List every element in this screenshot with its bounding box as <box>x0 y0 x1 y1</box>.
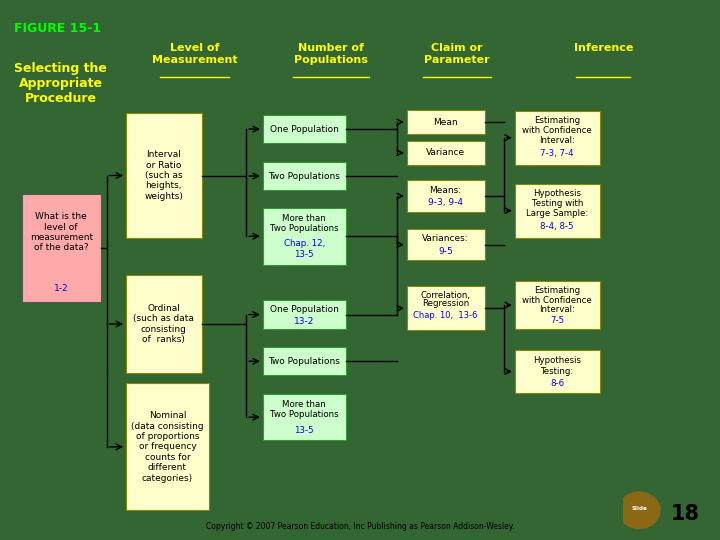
FancyBboxPatch shape <box>515 111 600 165</box>
FancyBboxPatch shape <box>126 113 202 238</box>
Text: Two Populations: Two Populations <box>269 172 340 180</box>
Text: Estimating: Estimating <box>534 286 580 295</box>
Text: 18: 18 <box>671 504 700 524</box>
Text: One Population: One Population <box>270 125 338 133</box>
FancyBboxPatch shape <box>515 184 600 238</box>
Text: 13-2: 13-2 <box>294 318 315 327</box>
Text: Testing:: Testing: <box>541 367 574 376</box>
Text: 13-5: 13-5 <box>294 250 314 259</box>
FancyBboxPatch shape <box>263 208 346 265</box>
Text: Chap. 12,: Chap. 12, <box>284 239 325 247</box>
Text: Level of
Measurement: Level of Measurement <box>152 43 237 65</box>
Text: Number of
Populations: Number of Populations <box>294 43 368 65</box>
FancyBboxPatch shape <box>407 229 485 260</box>
FancyBboxPatch shape <box>263 394 346 440</box>
Text: Two Populations: Two Populations <box>269 357 340 366</box>
FancyBboxPatch shape <box>126 383 209 510</box>
Text: Claim or
Parameter: Claim or Parameter <box>424 43 490 65</box>
Text: Inference: Inference <box>574 43 633 53</box>
Text: Variances:: Variances: <box>423 234 469 244</box>
Text: 13-5: 13-5 <box>294 426 314 435</box>
FancyBboxPatch shape <box>407 180 485 212</box>
Text: Variance: Variance <box>426 148 465 157</box>
Text: More than: More than <box>282 400 326 409</box>
FancyBboxPatch shape <box>407 286 485 330</box>
Text: Interval:: Interval: <box>539 137 575 145</box>
Text: Copyright © 2007 Pearson Education, Inc Publishing as Pearson Addison-Wesley.: Copyright © 2007 Pearson Education, Inc … <box>206 522 514 531</box>
Text: Correlation,: Correlation, <box>420 291 471 300</box>
FancyBboxPatch shape <box>263 115 346 143</box>
Text: with Confidence: with Confidence <box>523 296 592 305</box>
Text: 8-6: 8-6 <box>550 379 564 388</box>
Text: FIGURE 15-1: FIGURE 15-1 <box>14 22 102 35</box>
FancyBboxPatch shape <box>22 194 101 302</box>
Text: Nominal
(data consisting
of proportions
or frequency
counts for
different
catego: Nominal (data consisting of proportions … <box>131 411 204 483</box>
Text: Hypothesis: Hypothesis <box>534 189 581 198</box>
Text: Testing with: Testing with <box>531 199 583 208</box>
Text: Two Populations: Two Populations <box>270 225 338 233</box>
Text: 7-5: 7-5 <box>550 316 564 325</box>
Text: Interval:: Interval: <box>539 306 575 314</box>
Text: Means:: Means: <box>430 186 462 195</box>
Text: Chap. 10,  13-6: Chap. 10, 13-6 <box>413 312 478 320</box>
FancyBboxPatch shape <box>515 281 600 329</box>
Text: 7-3, 7-4: 7-3, 7-4 <box>541 150 574 158</box>
FancyBboxPatch shape <box>263 162 346 190</box>
Text: Ordinal
(such as data
consisting
of  ranks): Ordinal (such as data consisting of rank… <box>133 304 194 344</box>
Text: 1-2: 1-2 <box>54 284 68 293</box>
Text: Hypothesis: Hypothesis <box>534 356 581 365</box>
FancyBboxPatch shape <box>263 347 346 375</box>
Text: More than: More than <box>282 214 326 222</box>
Text: Selecting the
Appropriate
Procedure: Selecting the Appropriate Procedure <box>14 62 107 105</box>
FancyBboxPatch shape <box>407 110 485 134</box>
Text: 9-5: 9-5 <box>438 247 453 256</box>
FancyBboxPatch shape <box>515 350 600 393</box>
Text: Large Sample:: Large Sample: <box>526 210 588 218</box>
Text: One Population: One Population <box>270 305 338 314</box>
Text: Interval
or Ratio
(such as
heights,
weights): Interval or Ratio (such as heights, weig… <box>145 150 183 201</box>
Text: Mean: Mean <box>433 118 458 126</box>
Text: 9-3, 9-4: 9-3, 9-4 <box>428 198 463 207</box>
Text: 8-4, 8-5: 8-4, 8-5 <box>541 222 574 231</box>
Text: Regression: Regression <box>422 299 469 308</box>
Text: What is the
level of
measurement
of the data?: What is the level of measurement of the … <box>30 212 93 252</box>
Text: with Confidence: with Confidence <box>523 126 592 135</box>
FancyBboxPatch shape <box>126 275 202 373</box>
FancyBboxPatch shape <box>407 141 485 165</box>
FancyBboxPatch shape <box>263 300 346 329</box>
Text: Two Populations: Two Populations <box>270 410 338 420</box>
Text: Estimating: Estimating <box>534 116 580 125</box>
